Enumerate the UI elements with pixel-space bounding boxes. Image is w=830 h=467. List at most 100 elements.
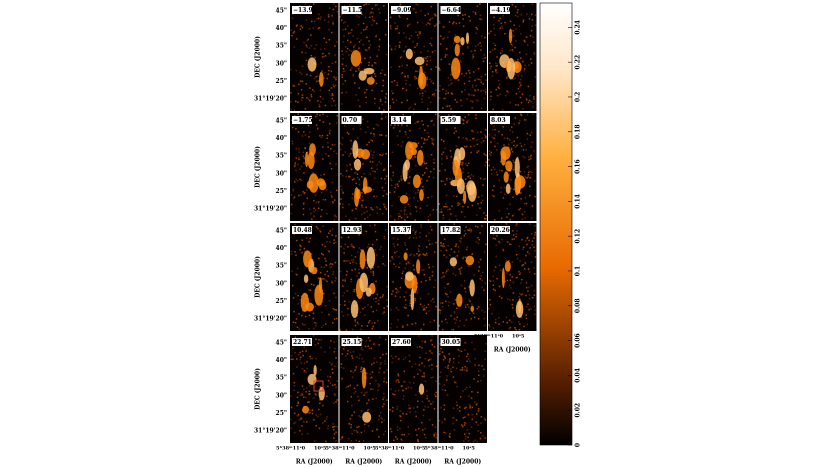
noise bbox=[368, 285, 370, 287]
noise bbox=[390, 66, 392, 69]
noise bbox=[371, 15, 374, 18]
noise bbox=[293, 165, 296, 167]
y-tick-label: 40" bbox=[276, 25, 287, 32]
noise bbox=[414, 233, 416, 235]
noise bbox=[421, 120, 423, 122]
noise bbox=[356, 356, 358, 358]
noise bbox=[472, 440, 475, 443]
noise bbox=[392, 357, 394, 360]
noise bbox=[517, 15, 519, 18]
noise bbox=[530, 284, 533, 287]
noise bbox=[456, 255, 459, 257]
noise bbox=[331, 97, 334, 100]
noise bbox=[453, 361, 455, 364]
noise bbox=[321, 311, 323, 314]
noise bbox=[400, 419, 402, 422]
noise bbox=[424, 139, 426, 141]
noise bbox=[525, 294, 527, 297]
noise bbox=[490, 65, 492, 68]
noise bbox=[463, 424, 466, 426]
y-tick-label: 35" bbox=[276, 375, 287, 382]
noise bbox=[380, 72, 382, 75]
noise bbox=[349, 3, 351, 6]
noise bbox=[510, 179, 512, 181]
noise bbox=[368, 47, 370, 50]
noise bbox=[500, 186, 502, 189]
y-tick-label: 40" bbox=[276, 135, 287, 142]
noise bbox=[382, 263, 384, 265]
channel-panel: 12.93 bbox=[339, 223, 388, 331]
noise bbox=[440, 211, 443, 213]
noise bbox=[534, 195, 536, 198]
label-box bbox=[490, 226, 510, 234]
noise bbox=[510, 126, 513, 128]
noise bbox=[474, 45, 477, 48]
noise bbox=[480, 89, 483, 92]
noise bbox=[465, 306, 467, 308]
emission bbox=[410, 288, 415, 311]
noise bbox=[423, 254, 425, 256]
emission bbox=[466, 180, 476, 196]
noise bbox=[455, 382, 457, 384]
noise bbox=[416, 4, 419, 6]
noise bbox=[355, 208, 357, 210]
noise bbox=[412, 158, 414, 160]
noise bbox=[398, 358, 400, 360]
x-tick-label: 10ˢ5 bbox=[512, 334, 525, 340]
noise bbox=[299, 244, 301, 247]
noise bbox=[383, 392, 385, 395]
noise bbox=[526, 138, 529, 140]
noise bbox=[351, 432, 353, 435]
noise bbox=[344, 278, 346, 280]
noise bbox=[428, 364, 431, 367]
noise bbox=[499, 27, 502, 29]
noise bbox=[313, 90, 316, 93]
noise bbox=[498, 295, 501, 298]
noise bbox=[478, 370, 480, 372]
noise bbox=[405, 387, 408, 390]
noise bbox=[494, 44, 497, 47]
noise bbox=[343, 345, 346, 347]
noise bbox=[375, 4, 377, 7]
noise bbox=[485, 243, 487, 246]
noise bbox=[297, 294, 299, 297]
channel-panel: 3.14 bbox=[389, 113, 438, 221]
noise bbox=[500, 297, 503, 299]
colorbar-tick-label: 0.22 bbox=[575, 55, 582, 70]
noise bbox=[382, 255, 384, 258]
noise bbox=[444, 54, 447, 56]
noise bbox=[381, 103, 384, 106]
noise bbox=[512, 78, 515, 80]
noise bbox=[353, 46, 355, 48]
noise bbox=[527, 165, 530, 168]
noise bbox=[408, 107, 410, 110]
y-tick-label: 45" bbox=[276, 8, 287, 15]
channel-panel: 15.37 bbox=[389, 223, 438, 331]
noise bbox=[465, 145, 468, 148]
noise bbox=[433, 301, 435, 303]
noise bbox=[470, 229, 472, 231]
noise bbox=[296, 24, 298, 27]
panel-image bbox=[339, 3, 388, 111]
noise bbox=[376, 212, 379, 215]
noise bbox=[420, 328, 422, 331]
noise bbox=[441, 351, 444, 353]
noise bbox=[350, 50, 353, 53]
noise bbox=[359, 124, 362, 126]
noise bbox=[438, 22, 441, 25]
noise bbox=[360, 370, 362, 373]
noise bbox=[394, 184, 397, 186]
noise bbox=[430, 376, 432, 379]
emission bbox=[500, 146, 511, 160]
noise bbox=[444, 169, 446, 171]
noise bbox=[399, 296, 402, 298]
noise bbox=[416, 346, 419, 349]
noise bbox=[328, 69, 330, 72]
noise bbox=[375, 34, 378, 37]
noise bbox=[439, 309, 442, 312]
noise bbox=[509, 299, 511, 301]
noise bbox=[482, 57, 484, 60]
colorbar-tick-label: 0.02 bbox=[575, 403, 582, 418]
noise bbox=[424, 162, 426, 165]
noise bbox=[397, 238, 399, 241]
